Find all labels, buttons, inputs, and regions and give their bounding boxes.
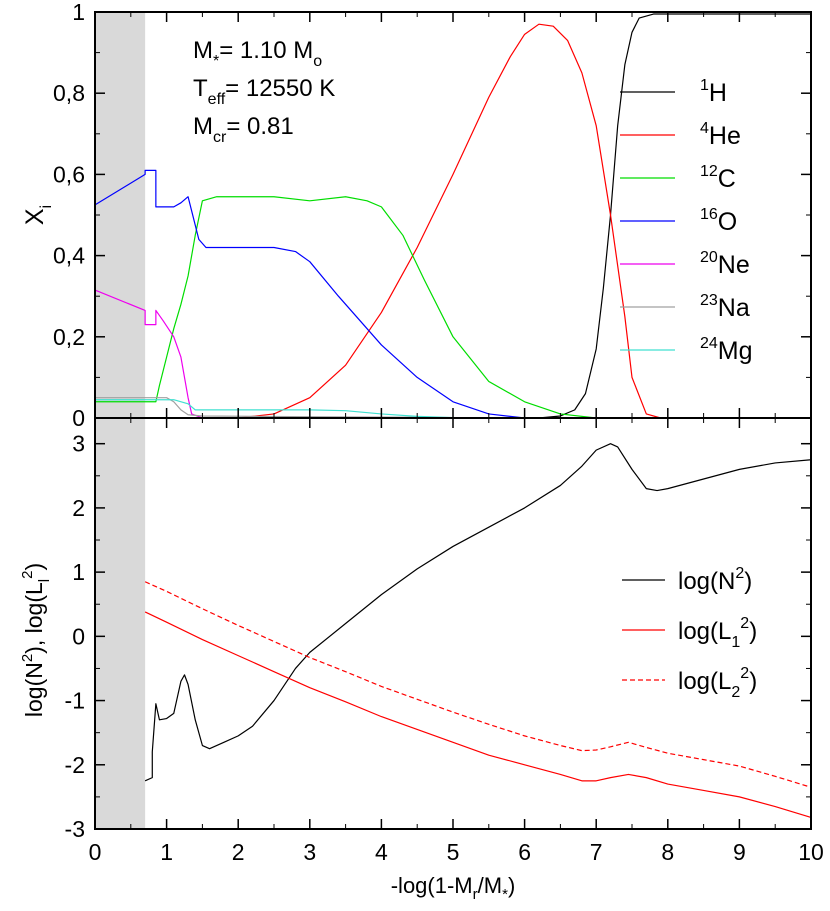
top-series-line-3 xyxy=(94,169,811,419)
top-y-tick-label: 0,2 xyxy=(53,324,85,350)
top-series-line-0 xyxy=(95,13,811,419)
annotation-line-0: M*= 1.10 Mo xyxy=(193,37,322,70)
x-tick-label: 8 xyxy=(661,839,674,865)
x-tick-label: 0 xyxy=(89,839,102,865)
top-legend-label-5: 23Na xyxy=(700,292,750,322)
top-series-line-2 xyxy=(95,196,811,419)
annotation-line-1: Teff= 12550 K xyxy=(193,75,335,108)
x-tick-label: 6 xyxy=(518,839,531,865)
top-y-axis-label: Xi xyxy=(21,205,55,225)
x-tick-label: 10 xyxy=(798,839,824,865)
top-legend-label-3: 16O xyxy=(700,206,737,236)
top-shaded-region xyxy=(95,12,146,418)
x-tick-label: 3 xyxy=(303,839,316,865)
top-legend-label-2: 12C xyxy=(700,163,736,193)
x-tick-label: 9 xyxy=(733,839,746,865)
top-legend-label-6: 24Mg xyxy=(700,335,753,365)
bottom-legend-label-0: log(N2) xyxy=(678,565,752,595)
bottom-y-tick-label: -1 xyxy=(65,688,85,714)
bottom-y-axis-label: log(N2), log(Ll2) xyxy=(19,563,53,717)
bottom-y-tick-label: -3 xyxy=(65,816,85,842)
x-tick-label: 7 xyxy=(590,839,603,865)
top-legend-label-4: 20Ne xyxy=(700,249,750,279)
top-y-tick-label: 0,6 xyxy=(53,161,85,187)
bottom-y-tick-label: 3 xyxy=(72,431,85,457)
bottom-shaded-region xyxy=(95,418,146,829)
bottom-series-line-2 xyxy=(144,581,812,788)
x-tick-label: 5 xyxy=(447,839,460,865)
bottom-y-tick-label: -2 xyxy=(65,752,85,778)
bottom-panel-frame xyxy=(94,417,812,830)
top-series-line-4 xyxy=(94,289,811,419)
top-legend-label-1: 4He xyxy=(700,120,741,150)
x-axis-label: -log(1-Mr/M*) xyxy=(391,873,516,903)
top-y-tick-label: 1 xyxy=(72,0,85,25)
bottom-series-line-0 xyxy=(144,443,812,782)
top-legend-label-0: 1H xyxy=(700,77,727,107)
top-series-line-1 xyxy=(95,23,811,419)
x-tick-label: 4 xyxy=(375,839,388,865)
bottom-y-tick-label: 1 xyxy=(72,559,85,585)
bottom-y-tick-label: 0 xyxy=(72,623,85,649)
x-tick-label: 2 xyxy=(232,839,245,865)
annotation-line-2: Mcr= 0.81 xyxy=(193,113,294,146)
bottom-series-line-1 xyxy=(144,611,812,819)
bottom-legend-label-1: log(L12) xyxy=(678,615,757,651)
bottom-legend-label-2: log(L22) xyxy=(678,665,757,701)
x-tick-label: 1 xyxy=(160,839,173,865)
top-y-tick-label: 0,4 xyxy=(53,243,85,269)
top-y-tick-label: 0,8 xyxy=(53,80,85,106)
top-y-tick-label: 0 xyxy=(72,405,85,431)
bottom-y-tick-label: 2 xyxy=(72,495,85,521)
